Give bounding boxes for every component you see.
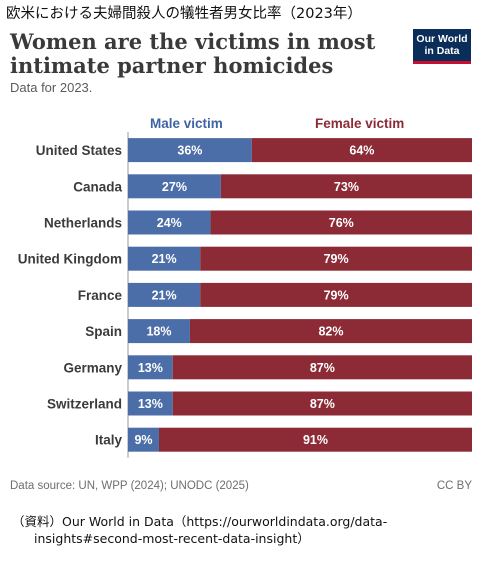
category-label: Switzerland [47, 397, 122, 412]
bar-male-victim [128, 282, 201, 307]
bar-female-victim [189, 319, 473, 344]
bar-male-victim [128, 246, 201, 271]
category-label: Spain [85, 324, 122, 339]
bar-female-victim [158, 427, 472, 452]
value-label-male: 13% [138, 361, 163, 375]
value-label-male: 21% [152, 288, 177, 302]
value-label-female: 91% [303, 433, 328, 447]
category-label: Italy [95, 433, 123, 448]
value-label-male: 36% [177, 144, 202, 158]
value-label-female: 87% [310, 397, 335, 411]
value-label-female: 64% [349, 144, 374, 158]
data-source: Data source: UN, WPP (2024); UNODC (2025… [10, 480, 249, 492]
category-label: Canada [73, 179, 122, 194]
category-label: Germany [63, 360, 122, 375]
stacked-bar-chart: United States 36% 64% Canada 27% 73% Netherlan… [18, 132, 473, 458]
bar-female-victim [172, 355, 472, 380]
value-label-female: 79% [324, 252, 349, 266]
chart-title: Women are the victims in most intimate p… [10, 29, 376, 78]
bar-female-victim [251, 138, 472, 163]
license: CC BY [436, 480, 472, 492]
bar-female-victim [172, 391, 472, 416]
bar-female-victim [210, 210, 472, 235]
category-label: United States [36, 143, 122, 158]
value-label-male: 24% [157, 216, 182, 230]
category-label: United Kingdom [18, 252, 122, 267]
value-label-male: 9% [134, 433, 152, 447]
legend-female-victim: Female victim [315, 116, 405, 131]
value-label-male: 27% [162, 180, 187, 194]
bar-male-victim [128, 138, 252, 163]
category-label: France [78, 288, 123, 303]
bar-male-victim [128, 427, 159, 452]
value-label-male: 13% [138, 397, 163, 411]
image-caption: 欧米における夫婦間殺人の犠牲者男女比率（2023年） [6, 6, 362, 22]
bar-male-victim [128, 210, 211, 235]
bar-male-victim [128, 319, 190, 344]
source-note-line-1: （資料）Our World in Data（https://ourworldin… [12, 514, 388, 529]
value-label-male: 21% [152, 252, 177, 266]
value-label-female: 79% [324, 288, 349, 302]
value-label-male: 18% [146, 325, 171, 339]
source-note: （資料）Our World in Data（https://ourworldin… [12, 513, 452, 547]
value-label-female: 87% [310, 361, 335, 375]
bar-female-victim [220, 174, 472, 199]
bar-female-victim [200, 246, 473, 271]
logo-line-1: Our World [416, 33, 468, 45]
owid-logo: Our World in Data [413, 29, 471, 64]
value-label-female: 76% [329, 216, 354, 230]
value-label-female: 82% [318, 325, 343, 339]
category-label: Netherlands [44, 216, 122, 231]
value-label-female: 73% [334, 180, 359, 194]
source-note-line-2: insights#second-most-recent-data-insight… [34, 531, 310, 546]
logo-line-2: in Data [424, 45, 460, 57]
legend-male-victim: Male victim [150, 116, 223, 131]
chart-subtitle: Data for 2023. [10, 80, 93, 95]
bar-male-victim [128, 355, 173, 380]
bar-male-victim [128, 391, 173, 416]
bar-male-victim [128, 174, 221, 199]
bar-female-victim [200, 282, 473, 307]
